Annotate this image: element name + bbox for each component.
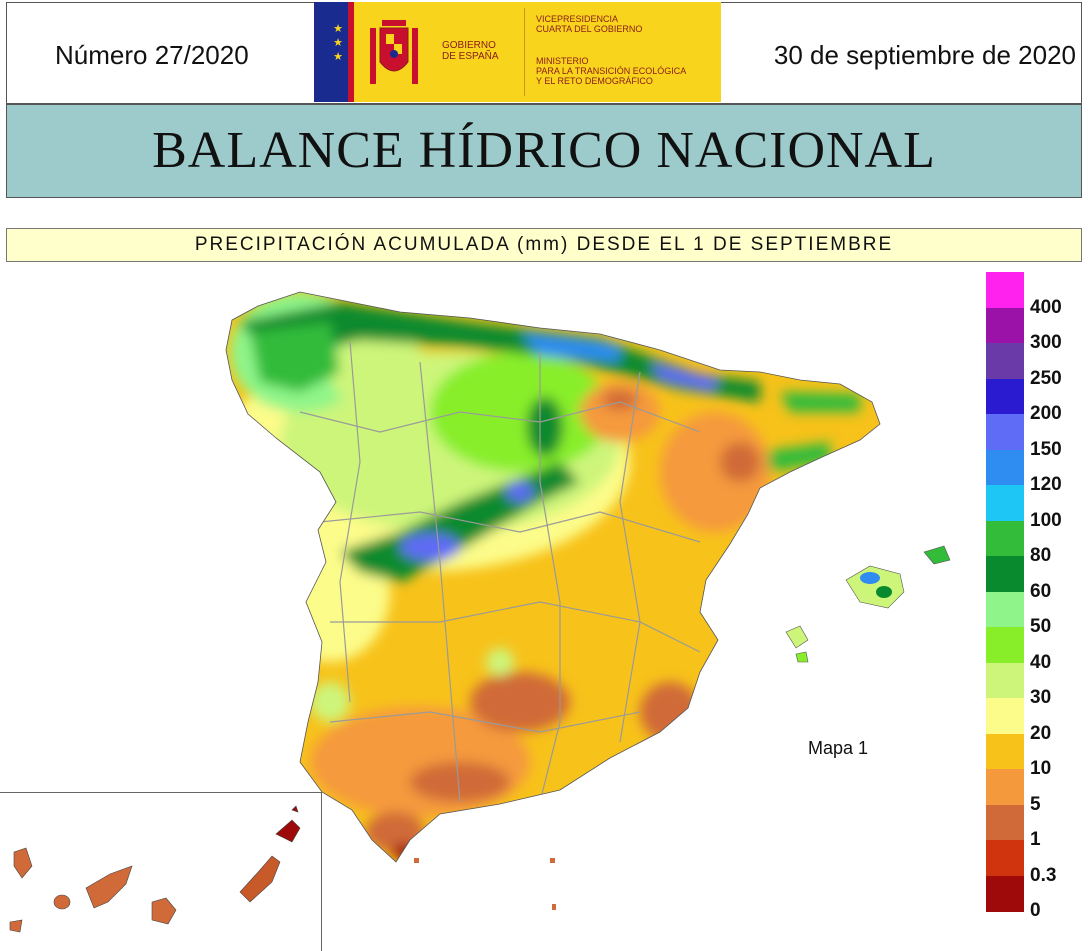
- legend-label: 120: [1030, 474, 1062, 495]
- legend-swatch: [986, 769, 1024, 805]
- map-label: Mapa 1: [808, 738, 869, 758]
- spain-outline: [225, 291, 881, 863]
- legend-swatch: [986, 840, 1024, 876]
- legend-label: 1: [1030, 829, 1041, 850]
- legend-swatch: [986, 378, 1024, 415]
- balearic-islands: [785, 545, 951, 663]
- legend-swatch: [986, 662, 1024, 699]
- legend-swatch: [986, 414, 1024, 450]
- legend-swatch: [986, 343, 1024, 379]
- legend-label: 40: [1030, 651, 1052, 673]
- subtitle-bar: PRECIPITACIÓN ACUMULADA (mm) DESDE EL 1 …: [6, 228, 1082, 262]
- legend-swatch: [986, 556, 1024, 592]
- legend-swatch: [986, 804, 1024, 841]
- mainland-fill: [226, 292, 880, 862]
- legend-swatch: [986, 485, 1024, 521]
- legend-label: 20: [1030, 722, 1052, 744]
- melilla-mark: [550, 858, 555, 863]
- legend-label: 150: [1030, 438, 1062, 460]
- legend-label: 0.3: [1030, 864, 1057, 886]
- issue-date: 30 de septiembre de 2020: [773, 40, 1076, 70]
- legend-label: 5: [1030, 793, 1041, 815]
- logo-line: CUARTA DEL GOBIERNO: [536, 24, 643, 34]
- legend-swatch: [986, 627, 1024, 663]
- legend-label: 0: [1030, 900, 1041, 921]
- canary-islands: [9, 805, 301, 933]
- issue-number: Número 27/2020: [55, 40, 249, 70]
- canary-inset-frame: [0, 792, 322, 951]
- logo-divider: [524, 8, 525, 96]
- government-logo: ★ ★ ★ GOBIERNO DE ESPAÑA VICEPRESIDENCIA C…: [314, 2, 721, 102]
- page-title: BALANCE HÍDRICO NACIONAL: [152, 122, 936, 179]
- vicepresidencia-text: VICEPRESIDENCIA CUARTA DEL GOBIERNO: [536, 14, 642, 34]
- legend-swatch: [986, 698, 1024, 734]
- legend-swatch: [986, 307, 1024, 344]
- title-bar: BALANCE HÍDRICO NACIONAL: [6, 104, 1082, 198]
- ministerio-text: MINISTERIO PARA LA TRANSICIÓN ECOLÓGICA …: [536, 56, 686, 86]
- legend-label: 250: [1030, 367, 1062, 389]
- legend-label: 400: [1030, 296, 1062, 318]
- gobierno-text: GOBIERNO DE ESPAÑA: [442, 40, 499, 62]
- legend-label: 30: [1030, 687, 1052, 708]
- logo-line: MINISTERIO: [536, 56, 589, 66]
- coat-of-arms-icon: [370, 20, 418, 84]
- province-lines: [299, 341, 701, 803]
- map-subtitle: PRECIPITACIÓN ACUMULADA (mm) DESDE EL 1 …: [194, 234, 894, 255]
- legend-label: 80: [1030, 545, 1052, 566]
- red-band: [348, 2, 354, 102]
- logo-line: GOBIERNO: [442, 40, 496, 51]
- legend-swatch: [986, 449, 1024, 486]
- legend-swatch: [986, 875, 1024, 912]
- legend-label: 60: [1030, 580, 1052, 602]
- eu-band: [314, 2, 328, 102]
- legend-swatch: [986, 591, 1024, 628]
- logo-line: VICEPRESIDENCIA: [536, 14, 619, 24]
- legend-swatch: [986, 272, 1024, 308]
- legend-label: 300: [1030, 332, 1062, 353]
- legend-label: 200: [1030, 403, 1062, 424]
- logo-line: Y EL RETO DEMOGRÁFICO: [536, 76, 653, 86]
- eu-stars-icon: ★ ★ ★: [328, 2, 348, 102]
- alboran-mark: [552, 904, 556, 910]
- precipitation-map: [9, 291, 951, 933]
- logo-line: DE ESPAÑA: [442, 51, 499, 62]
- legend-swatch: [986, 520, 1024, 557]
- legend-label: 50: [1030, 616, 1052, 637]
- ceuta-mark: [414, 858, 419, 863]
- logo-line: PARA LA TRANSICIÓN ECOLÓGICA: [536, 66, 687, 76]
- legend-label: 100: [1030, 509, 1062, 531]
- legend-swatch: [986, 733, 1024, 770]
- legend-label: 10: [1030, 758, 1052, 779]
